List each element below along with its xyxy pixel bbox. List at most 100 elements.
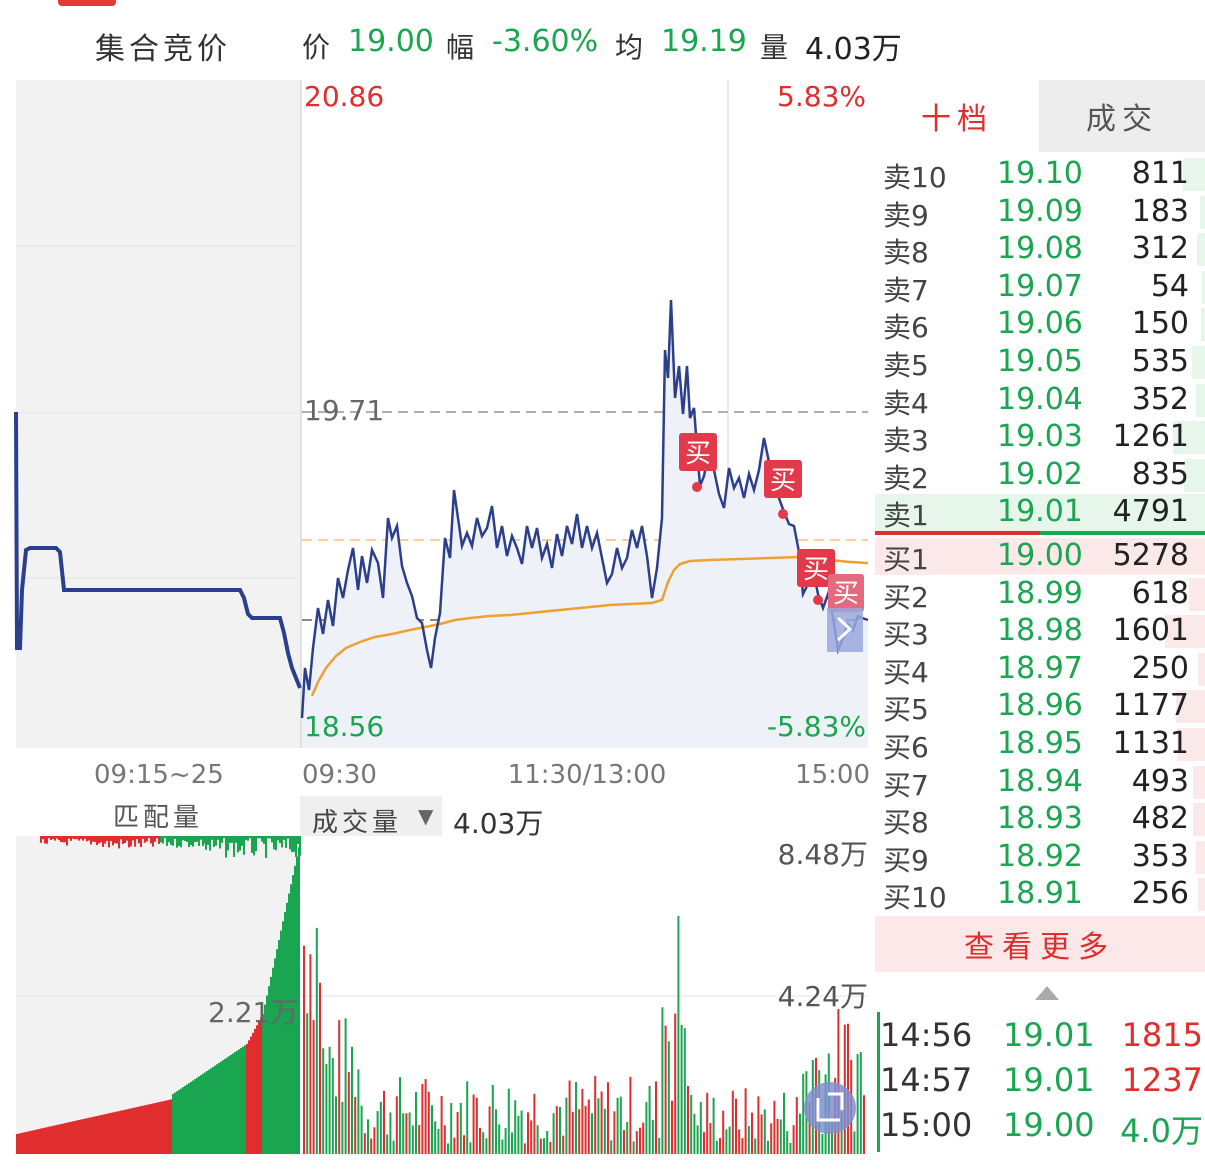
volume-bar bbox=[763, 1109, 766, 1154]
header-bar bbox=[0, 0, 1205, 78]
auction-volume-bar bbox=[298, 847, 300, 1154]
volume-chart[interactable]: 8.48万 4.24万 2.21万 bbox=[0, 836, 875, 1154]
imbalance-bar bbox=[190, 836, 192, 845]
auction-volume-bar bbox=[126, 1109, 128, 1154]
volume-bar bbox=[479, 1127, 481, 1154]
buy-marker[interactable]: 买 bbox=[828, 574, 864, 612]
auction-price-line bbox=[14, 411, 302, 689]
imbalance-bar bbox=[156, 836, 158, 839]
buy-level-row[interactable]: 买4 18.97 250 bbox=[875, 651, 1205, 689]
sell-level-row[interactable]: 卖4 19.04 352 bbox=[875, 382, 1205, 420]
sell-level-row[interactable]: 卖5 19.05 535 bbox=[875, 344, 1205, 382]
view-more-button[interactable]: 查看更多 bbox=[875, 916, 1205, 972]
dropdown-icon[interactable]: ▼ bbox=[418, 804, 434, 828]
auction-volume-bar bbox=[258, 1021, 260, 1154]
buy-level-price: 18.91 bbox=[997, 876, 1083, 912]
trade-time: 15:00 bbox=[880, 1106, 973, 1144]
volume-bar bbox=[696, 1125, 699, 1154]
tab-level10[interactable]: 十档 bbox=[875, 80, 1039, 152]
volume-bar bbox=[427, 1091, 430, 1154]
auction-volume-bar bbox=[72, 1121, 74, 1154]
imbalance-bar bbox=[223, 836, 225, 839]
chevron-up-icon[interactable] bbox=[1035, 986, 1059, 1000]
auction-volume-bar bbox=[192, 1080, 194, 1154]
volume-selector[interactable]: 成交量 ▼ bbox=[300, 796, 442, 838]
auction-volume-bar bbox=[178, 1089, 180, 1154]
auction-volume-bar bbox=[224, 1058, 226, 1154]
imbalance-bar bbox=[235, 836, 237, 843]
imbalance-bar bbox=[192, 836, 194, 847]
imbalance-bar bbox=[48, 836, 50, 839]
imbalance-bar bbox=[46, 836, 48, 844]
sell-level-row[interactable]: 卖10 19.10 811 bbox=[875, 156, 1205, 194]
volume-bar bbox=[466, 1081, 469, 1154]
buy-level-row[interactable]: 买7 18.94 493 bbox=[875, 763, 1205, 802]
sell-level-row[interactable]: 卖8 19.08 312 bbox=[875, 231, 1205, 269]
volume-bar bbox=[331, 1058, 334, 1154]
volume-bar bbox=[351, 1046, 353, 1154]
volume-bar bbox=[335, 1096, 337, 1154]
buy-level-row[interactable]: 买8 18.93 482 bbox=[875, 801, 1205, 840]
auction-volume-bar bbox=[248, 1040, 250, 1154]
auction-title[interactable]: 集合竞价 bbox=[95, 32, 231, 67]
buy-level-row[interactable]: 买6 18.95 1131 bbox=[875, 726, 1205, 764]
buy-level-row[interactable]: 买9 18.92 353 bbox=[875, 839, 1205, 877]
auction-volume-bar bbox=[264, 1004, 266, 1154]
volume-bar bbox=[731, 1090, 734, 1154]
buy-level-price: 19.00 bbox=[997, 538, 1083, 573]
buy-marker[interactable]: 买 bbox=[679, 433, 717, 492]
fullscreen-icon[interactable] bbox=[804, 1082, 856, 1134]
sell-level-row[interactable]: 卖2 19.02 835 bbox=[875, 457, 1205, 495]
volume-bar bbox=[514, 1100, 517, 1154]
volume-bar bbox=[520, 1110, 523, 1154]
auction-volume-bar bbox=[256, 1025, 258, 1154]
buy-level-row[interactable]: 买10 18.91 256 bbox=[875, 876, 1205, 914]
buy-level-label: 买5 bbox=[883, 693, 929, 727]
buy-level-row[interactable]: 买2 18.99 618 bbox=[875, 576, 1205, 614]
buy-marker[interactable]: 买 bbox=[797, 549, 835, 605]
sell-level-row[interactable]: 卖9 19.09 183 bbox=[875, 194, 1205, 232]
volume-bar bbox=[440, 1096, 443, 1154]
trade-time: 14:56 bbox=[880, 1016, 973, 1054]
volume-bar bbox=[635, 1131, 638, 1154]
imbalance-bar bbox=[136, 836, 138, 840]
buy-level-row[interactable]: 买5 18.96 1177 bbox=[875, 688, 1205, 727]
volume-bar bbox=[831, 1122, 833, 1154]
auction-volume-bar bbox=[172, 1094, 174, 1154]
sell-level-row[interactable]: 卖3 19.03 1261 bbox=[875, 419, 1205, 457]
volume-bar bbox=[728, 1126, 731, 1154]
buy-level-price: 18.94 bbox=[997, 763, 1083, 799]
volume-bar bbox=[325, 1064, 328, 1154]
volume-bar bbox=[571, 1111, 574, 1154]
imbalance-bar bbox=[102, 836, 104, 847]
tab-trades[interactable]: 成交 bbox=[1039, 80, 1205, 152]
trade-price: 19.01 bbox=[1003, 1061, 1095, 1099]
chevron-right-icon[interactable] bbox=[827, 608, 863, 652]
imbalance-bar bbox=[120, 836, 122, 840]
imbalance-bar bbox=[205, 836, 207, 850]
volume-bar bbox=[555, 1106, 558, 1154]
volume-bar bbox=[565, 1097, 568, 1154]
imbalance-bar bbox=[80, 836, 82, 839]
price-chart[interactable]: 20.86 5.83% 19.71 18.56 -5.83% 买 买 买 买 0… bbox=[0, 78, 875, 793]
volume-bar bbox=[568, 1080, 571, 1154]
auction-volume-bar bbox=[116, 1111, 118, 1154]
imbalance-bar bbox=[128, 836, 130, 848]
imbalance-bar bbox=[72, 836, 74, 839]
auction-volume-bar bbox=[108, 1113, 110, 1154]
auction-volume-bar bbox=[46, 1127, 48, 1154]
buy-level-row[interactable]: 买3 18.98 1601 bbox=[875, 613, 1205, 651]
sell-level-row[interactable]: 卖7 19.07 54 bbox=[875, 269, 1205, 307]
imbalance-bar bbox=[186, 836, 188, 842]
buy-level-label: 买8 bbox=[883, 806, 929, 840]
imbalance-bar bbox=[219, 836, 221, 849]
sell-level-row[interactable]: 卖6 19.06 150 bbox=[875, 306, 1205, 344]
volume-bar bbox=[802, 1073, 805, 1154]
trade-row: 15:00 19.00 4.0万 bbox=[880, 1106, 1205, 1150]
imbalance-bar bbox=[70, 836, 72, 841]
imbalance-bar bbox=[273, 836, 275, 850]
buy-level-row[interactable]: 买1 19.00 5278 bbox=[875, 538, 1205, 576]
auction-volume-bar bbox=[50, 1126, 52, 1154]
buy-marker[interactable]: 买 bbox=[764, 460, 802, 519]
sell-level-row[interactable]: 卖1 19.01 4791 bbox=[875, 494, 1205, 532]
